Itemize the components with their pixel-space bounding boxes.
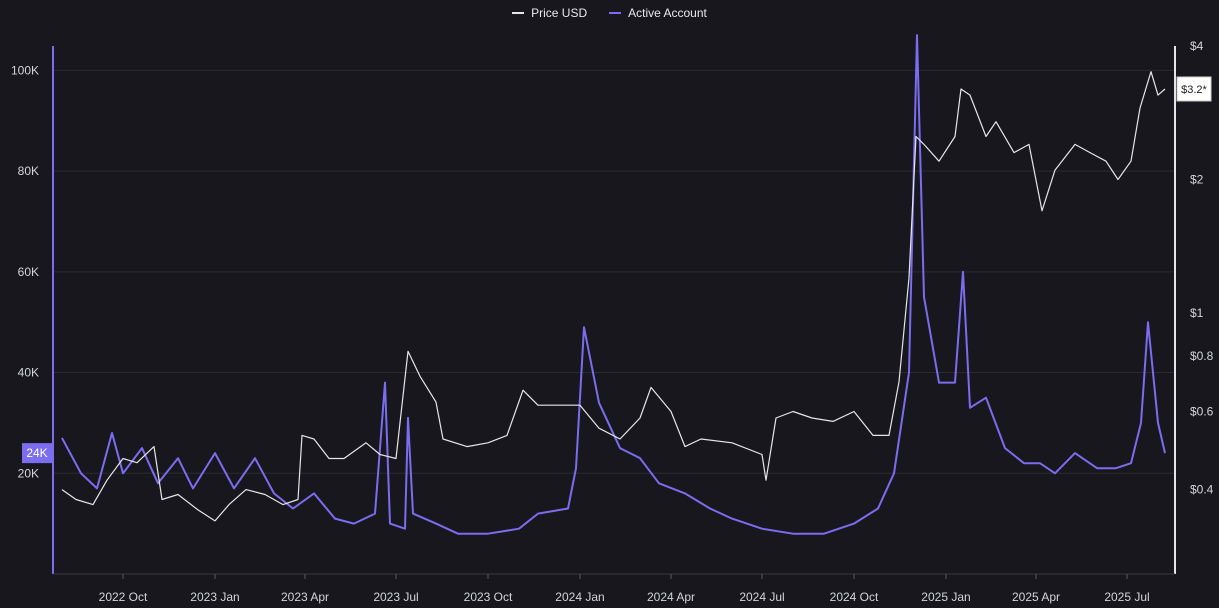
y-left-tick-100k: 100K bbox=[11, 63, 39, 77]
y-right-tick-3: $1 bbox=[1190, 306, 1204, 320]
y-right-tick-2: $0.8 bbox=[1190, 349, 1214, 363]
x-tick-6: 2024 Apr bbox=[647, 590, 695, 604]
y-right-tick-1: $0.6 bbox=[1190, 404, 1214, 418]
x-tick-5: 2024 Jan bbox=[555, 590, 604, 604]
x-tick-10: 2025 Apr bbox=[1012, 590, 1060, 604]
legend-item-active[interactable]: Active Account bbox=[609, 6, 707, 20]
y-left-tick-80k: 80K bbox=[18, 164, 39, 178]
x-tick-9: 2025 Jan bbox=[921, 590, 970, 604]
y-left-tick-60k: 60K bbox=[18, 265, 39, 279]
x-tick-8: 2024 Oct bbox=[830, 590, 879, 604]
legend-swatch-active bbox=[609, 12, 622, 14]
x-tick-0: 2022 Oct bbox=[99, 590, 148, 604]
x-tick-7: 2024 Jul bbox=[739, 590, 784, 604]
legend-item-price[interactable]: Price USD bbox=[512, 6, 587, 20]
y-left-tick-20k: 20K bbox=[18, 466, 39, 480]
current-active-label: 24K bbox=[26, 446, 47, 460]
current-price-label: $3.2* bbox=[1181, 84, 1207, 96]
legend-label-active: Active Account bbox=[628, 6, 707, 20]
x-tick-4: 2023 Oct bbox=[464, 590, 513, 604]
x-tick-3: 2023 Jul bbox=[373, 590, 418, 604]
y-right-tick-4: $2 bbox=[1190, 173, 1204, 187]
series-price-usd-line bbox=[61, 71, 1166, 522]
x-tick-1: 2023 Jan bbox=[190, 590, 239, 604]
y-right-tick-0: $0.4 bbox=[1190, 483, 1214, 497]
x-tick-2: 2023 Apr bbox=[281, 590, 329, 604]
current-active-badge bbox=[22, 443, 52, 464]
series-active-account-line bbox=[61, 34, 1166, 535]
y-right-tick-5: $4 bbox=[1190, 39, 1204, 53]
legend-swatch-price bbox=[512, 12, 525, 14]
chart-legend: Price USD Active Account bbox=[0, 6, 1219, 20]
x-tick-11: 2025 Jul bbox=[1104, 590, 1149, 604]
legend-label-price: Price USD bbox=[531, 6, 588, 20]
current-price-badge bbox=[1176, 76, 1212, 102]
y-left-tick-40k: 40K bbox=[18, 366, 39, 380]
